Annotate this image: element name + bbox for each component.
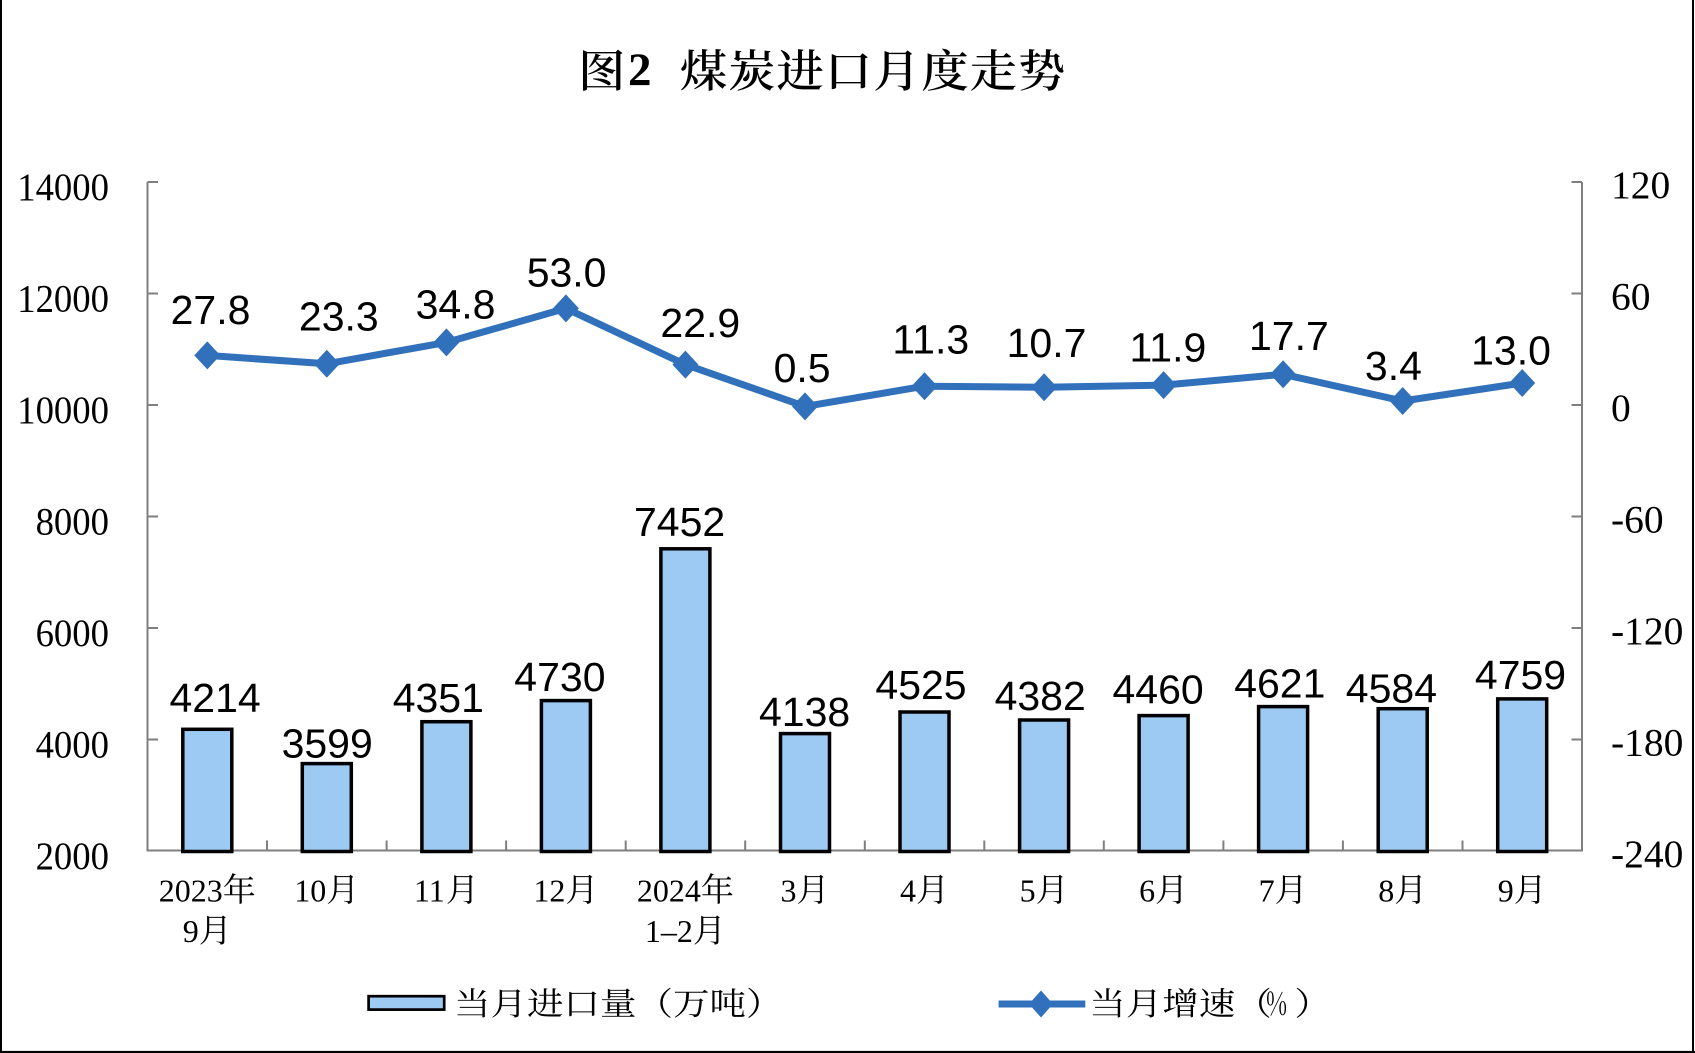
svg-text:4382: 4382 xyxy=(995,673,1086,719)
svg-text:3599: 3599 xyxy=(282,721,373,767)
svg-text:14000: 14000 xyxy=(17,166,109,209)
svg-text:9: 9 xyxy=(1498,872,1514,908)
svg-text:60: 60 xyxy=(1611,275,1651,319)
svg-text:13.0: 13.0 xyxy=(1471,328,1551,374)
svg-text:0: 0 xyxy=(1611,386,1631,430)
svg-text:4000: 4000 xyxy=(36,723,109,766)
svg-text:-180: -180 xyxy=(1611,721,1683,765)
svg-text:22.9: 22.9 xyxy=(660,300,740,346)
svg-text:1–2: 1–2 xyxy=(645,913,693,949)
svg-text:7452: 7452 xyxy=(634,499,725,545)
svg-text:2023: 2023 xyxy=(159,872,223,908)
svg-text:6000: 6000 xyxy=(36,612,109,655)
svg-text:6: 6 xyxy=(1139,872,1155,908)
svg-text:10: 10 xyxy=(294,872,326,908)
svg-text:4584: 4584 xyxy=(1346,666,1437,712)
svg-text:8: 8 xyxy=(1378,872,1394,908)
svg-text:-60: -60 xyxy=(1611,498,1664,542)
svg-text:2: 2 xyxy=(628,44,652,96)
svg-text:3: 3 xyxy=(781,872,797,908)
svg-text:4138: 4138 xyxy=(759,689,850,735)
svg-text:8000: 8000 xyxy=(36,500,109,543)
svg-text:11.3: 11.3 xyxy=(892,317,969,363)
svg-text:2024: 2024 xyxy=(637,872,701,908)
svg-text:4: 4 xyxy=(900,872,916,908)
svg-text:5: 5 xyxy=(1020,872,1036,908)
svg-text:2000: 2000 xyxy=(36,835,109,878)
svg-text:23.3: 23.3 xyxy=(299,293,379,339)
svg-text:12: 12 xyxy=(533,872,565,908)
svg-text:120: 120 xyxy=(1611,163,1670,207)
svg-text:4214: 4214 xyxy=(169,675,260,721)
svg-text:4730: 4730 xyxy=(514,654,605,700)
svg-text:0.5: 0.5 xyxy=(774,345,831,391)
svg-text:-120: -120 xyxy=(1611,609,1683,653)
svg-text:10000: 10000 xyxy=(17,389,109,432)
svg-text:34.8: 34.8 xyxy=(416,281,496,327)
svg-text:4460: 4460 xyxy=(1112,666,1203,712)
svg-text:4351: 4351 xyxy=(393,675,484,721)
svg-text:17.7: 17.7 xyxy=(1249,313,1329,359)
svg-text:27.8: 27.8 xyxy=(171,287,251,333)
svg-text:4525: 4525 xyxy=(875,662,966,708)
svg-text:3.4: 3.4 xyxy=(1365,343,1422,389)
svg-text:10.7: 10.7 xyxy=(1007,320,1087,366)
svg-text:4759: 4759 xyxy=(1475,652,1566,698)
svg-text:9: 9 xyxy=(183,913,199,949)
svg-text:-240: -240 xyxy=(1611,832,1683,876)
svg-text:11.9: 11.9 xyxy=(1130,325,1207,371)
svg-text:53.0: 53.0 xyxy=(527,250,607,296)
svg-text:11: 11 xyxy=(414,872,445,908)
svg-text:12000: 12000 xyxy=(17,277,109,320)
svg-text:7: 7 xyxy=(1259,872,1275,908)
svg-text:4621: 4621 xyxy=(1234,661,1325,707)
